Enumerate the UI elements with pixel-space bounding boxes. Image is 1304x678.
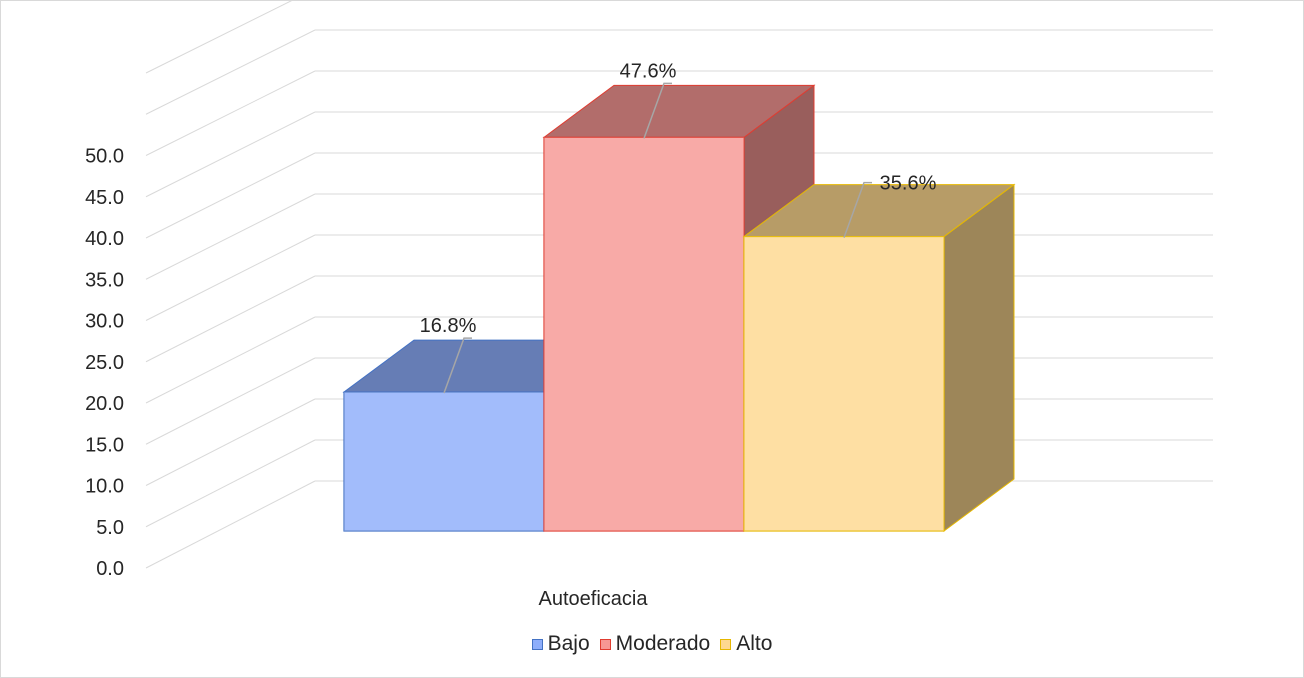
gridline-side (145, 234, 316, 321)
bar-front-face (743, 235, 945, 532)
y-tick-label: 5.0 (96, 517, 124, 539)
legend-label-alto: Alto (736, 632, 773, 655)
gridline-side (145, 357, 316, 445)
y-tick-label: 45.0 (85, 187, 124, 209)
gridline-side (145, 193, 316, 280)
y-tick-label: 30.0 (85, 311, 124, 333)
data-label-bajo: 16.8% (420, 315, 477, 337)
gridline-side (145, 70, 316, 156)
bars (342, 84, 1016, 532)
legend-label-moderado: Moderado (615, 632, 711, 655)
y-tick-label: 20.0 (85, 393, 124, 415)
y-tick-label: 35.0 (85, 269, 124, 291)
legend-swatch-bajo (531, 638, 543, 650)
bar-alto (742, 183, 1016, 532)
y-tick-label: 25.0 (85, 352, 124, 374)
bar-front-highlight (344, 392, 544, 531)
data-label-leader-line (443, 337, 472, 394)
y-tick-label: 15.0 (85, 434, 124, 456)
bar-moderado (542, 84, 816, 532)
bar-front-face (543, 136, 745, 532)
y-tick-label: 0.0 (96, 558, 124, 580)
gridline-side (145, 29, 316, 115)
legend-item-moderado: Moderado (599, 632, 711, 656)
y-tick-label: 10.0 (85, 476, 124, 498)
data-label-leader-line (643, 82, 672, 139)
legend-label-bajo: Bajo (547, 632, 590, 655)
bar-front-highlight (744, 236, 944, 531)
gridline-side (145, 398, 316, 486)
y-tick-label: 40.0 (85, 228, 124, 250)
data-label-leader-line (843, 181, 872, 238)
y-tick-label: 50.0 (85, 146, 124, 168)
bar-front-face (343, 391, 545, 532)
bar-side-face (943, 183, 1015, 532)
legend-item-bajo: Bajo (531, 632, 590, 656)
gridline-side (145, 111, 316, 198)
gridline-side (145, 316, 316, 404)
gridline-side (145, 439, 316, 528)
gridline-side (145, 275, 316, 363)
gridline-side (145, 152, 316, 239)
x-axis-category-label: Autoeficacia (539, 588, 649, 610)
data-label-alto: 35.6% (880, 173, 937, 195)
legend-item-alto: Alto (720, 632, 772, 656)
legend: Bajo Moderado Alto (0, 632, 1304, 656)
legend-swatch-alto (720, 638, 732, 650)
y-axis: 0.0 5.0 10.0 15.0 20.0 25.0 30.0 35.0 40.0 45.0 50… (85, 146, 124, 581)
bar-front-highlight (544, 137, 744, 531)
gridline-side (145, 0, 294, 74)
data-labels: 16.8% 47.6% 35.6% (420, 60, 937, 394)
legend-swatch-moderado (599, 638, 611, 650)
data-label-moderado: 47.6% (620, 60, 677, 82)
gridline-side (145, 480, 316, 569)
